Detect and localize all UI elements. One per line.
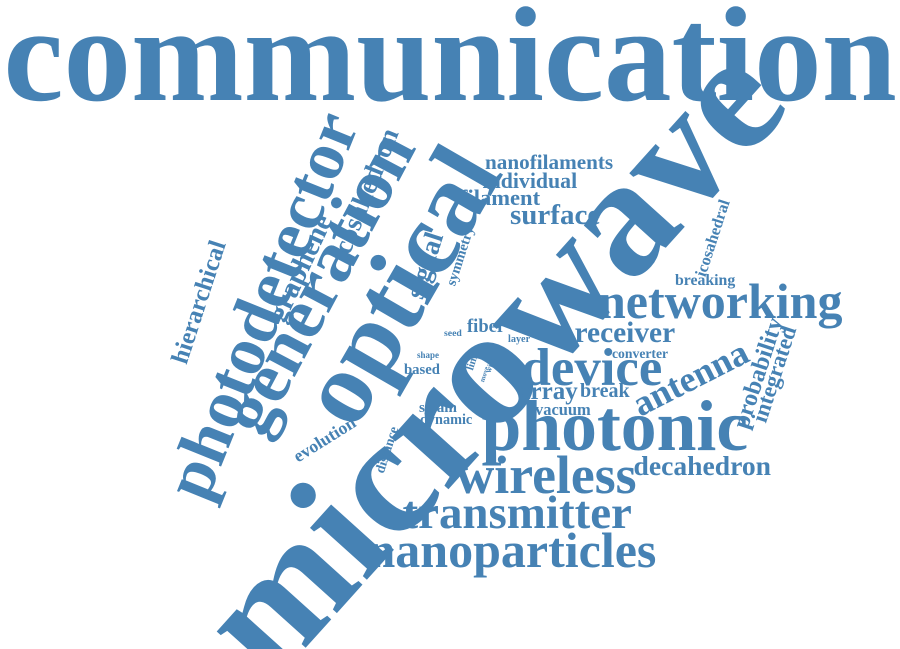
word-surface: surface [510, 198, 601, 231]
word-break: break [580, 380, 630, 402]
word-layer: layer [508, 334, 531, 345]
word-receiver: receiver [574, 316, 676, 349]
word-converter: converter [612, 346, 669, 361]
word-fiber: fiber [467, 315, 506, 337]
word-decahedron: decahedron [633, 450, 771, 481]
word-wireless: wireless [455, 445, 637, 505]
word-shape: shape [417, 349, 439, 360]
word-transmitter: transmitter [402, 486, 632, 539]
word-breaking: breaking [675, 272, 736, 289]
word-vacuum: vacuum [535, 400, 591, 419]
word-nanoparticles: nanoparticles [367, 522, 657, 578]
word-dynamic: dynamic [420, 412, 473, 428]
word-photonic: photonic [481, 387, 749, 466]
word-array: array [518, 377, 578, 405]
word-seed: seed [444, 328, 462, 339]
word-device: device [521, 338, 663, 397]
word-strain: strain [419, 398, 457, 416]
word-individual: individual [482, 169, 578, 193]
word-based: based [404, 361, 440, 378]
word-communication: communication [3, 0, 897, 130]
word-filament: filament [460, 184, 541, 210]
word-nanofilaments: nanofilaments [485, 149, 614, 174]
word-networking: networking [598, 273, 843, 329]
